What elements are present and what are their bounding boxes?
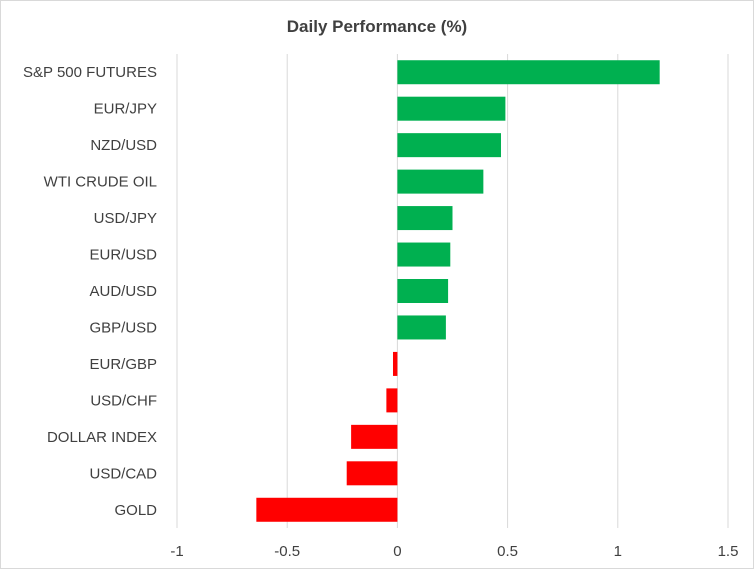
- x-tick-label: 1.5: [718, 543, 739, 560]
- x-tick-label: -1: [170, 543, 183, 560]
- y-category-label: WTI CRUDE OIL: [44, 174, 157, 191]
- bar: [397, 206, 453, 231]
- bar: [351, 424, 398, 449]
- y-category-label: GOLD: [114, 502, 157, 519]
- y-category-label: EUR/USD: [89, 247, 157, 264]
- y-category-label: S&P 500 FUTURES: [23, 64, 157, 81]
- bar: [397, 169, 484, 194]
- bar: [392, 351, 398, 376]
- chart-title: Daily Performance (%): [287, 17, 467, 36]
- y-category-label: USD/CHF: [90, 392, 157, 409]
- bar: [397, 242, 451, 267]
- x-tick-label: -0.5: [274, 543, 300, 560]
- y-category-label: EUR/GBP: [89, 356, 157, 373]
- y-category-label: AUD/USD: [89, 283, 157, 300]
- y-category-label: GBP/USD: [89, 319, 157, 336]
- y-category-label: NZD/USD: [90, 137, 157, 154]
- y-category-label: DOLLAR INDEX: [47, 429, 157, 446]
- bar: [397, 60, 660, 85]
- x-tick-label: 1: [614, 543, 622, 560]
- x-tick-label: 0.5: [497, 543, 518, 560]
- y-category-label: EUR/JPY: [94, 101, 157, 118]
- y-category-label: USD/JPY: [94, 210, 157, 227]
- bar: [346, 461, 398, 486]
- bar: [256, 497, 398, 522]
- bar: [397, 96, 506, 121]
- bar: [397, 315, 446, 340]
- bar: [397, 133, 501, 158]
- bar: [386, 388, 398, 413]
- x-tick-label: 0: [393, 543, 401, 560]
- bar: [397, 279, 449, 303]
- y-category-label: USD/CAD: [89, 465, 157, 482]
